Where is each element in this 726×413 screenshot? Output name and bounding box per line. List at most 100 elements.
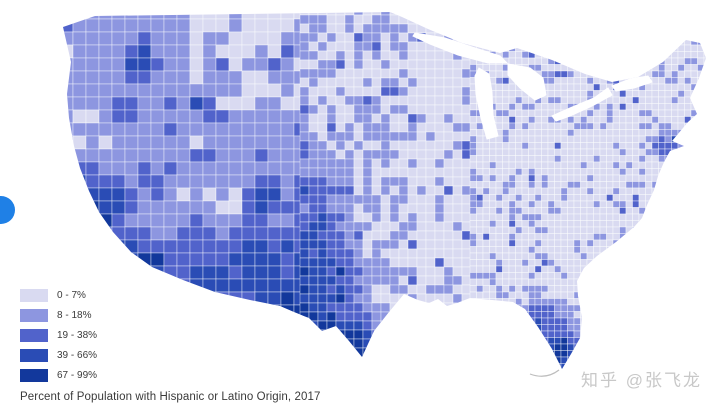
county-cell xyxy=(684,116,692,124)
county-cell xyxy=(684,252,692,260)
county-cell xyxy=(495,116,503,124)
floating-dot-handle[interactable] xyxy=(0,196,15,224)
county-cell xyxy=(573,57,581,65)
county-cell xyxy=(599,207,607,215)
county-cell xyxy=(452,131,463,142)
county-cell xyxy=(489,155,497,163)
county-cell xyxy=(651,161,659,169)
county-cell xyxy=(625,25,633,33)
county-cell xyxy=(353,248,364,259)
county-cell xyxy=(202,304,217,319)
county-cell xyxy=(299,212,310,223)
county-cell xyxy=(697,181,705,189)
county-cell xyxy=(664,350,672,358)
county-cell xyxy=(560,38,568,46)
county-cell xyxy=(567,12,575,13)
county-cell xyxy=(215,135,230,150)
county-cell xyxy=(124,12,139,20)
county-cell xyxy=(389,14,400,25)
county-cell xyxy=(638,103,646,111)
county-cell xyxy=(482,246,490,254)
county-cell xyxy=(353,329,364,340)
county-cell xyxy=(508,330,516,338)
county-cell xyxy=(573,31,581,39)
county-cell xyxy=(560,291,568,299)
county-cell xyxy=(326,122,337,133)
county-cell xyxy=(697,135,705,143)
county-cell xyxy=(528,18,536,26)
county-cell xyxy=(651,324,659,332)
county-cell xyxy=(711,104,718,111)
county-cell xyxy=(469,298,477,306)
county-cell xyxy=(690,324,698,332)
county-cell xyxy=(425,158,436,169)
county-cell xyxy=(371,356,382,367)
county-cell xyxy=(711,351,718,358)
county-cell xyxy=(280,174,295,189)
county-cell xyxy=(176,44,191,59)
county-cell xyxy=(690,31,698,39)
county-cell xyxy=(547,330,555,338)
county-cell xyxy=(317,41,328,52)
county-cell xyxy=(241,57,256,72)
county-cell xyxy=(353,284,364,295)
county-cell xyxy=(515,90,523,98)
county-cell xyxy=(508,109,516,117)
county-cell xyxy=(711,71,718,78)
county-cell xyxy=(606,129,614,137)
county-cell xyxy=(317,131,328,142)
county-cell xyxy=(476,246,484,254)
county-cell xyxy=(528,155,536,163)
county-cell xyxy=(541,311,549,319)
county-cell xyxy=(684,44,692,52)
county-cell xyxy=(606,330,614,338)
county-cell xyxy=(606,246,614,254)
county-cell xyxy=(554,44,562,52)
county-cell xyxy=(638,207,646,215)
county-cell xyxy=(344,32,355,43)
county-cell xyxy=(482,18,490,26)
county-cell xyxy=(416,221,427,232)
county-cell xyxy=(671,18,679,26)
county-cell xyxy=(664,272,672,280)
county-cell xyxy=(462,375,471,384)
county-cell xyxy=(371,86,382,97)
county-cell xyxy=(416,356,427,367)
county-cell xyxy=(469,116,477,124)
county-cell xyxy=(228,12,243,20)
county-cell xyxy=(554,233,562,241)
county-cell xyxy=(651,109,659,117)
county-cell xyxy=(495,77,503,85)
county-cell xyxy=(554,64,562,72)
county-cell xyxy=(586,207,594,215)
county-cell xyxy=(632,31,640,39)
county-cell xyxy=(684,142,692,150)
county-cell xyxy=(711,305,718,312)
county-cell xyxy=(469,142,477,150)
county-cell xyxy=(308,185,319,196)
county-cell xyxy=(461,149,472,160)
county-cell xyxy=(651,168,659,176)
county-cell xyxy=(308,239,319,250)
county-cell xyxy=(495,363,503,369)
county-cell xyxy=(645,142,653,150)
county-cell xyxy=(567,83,575,91)
county-cell xyxy=(317,356,328,367)
county-cell xyxy=(489,31,497,39)
county-cell xyxy=(362,293,373,304)
county-cell xyxy=(593,194,601,202)
county-cell xyxy=(326,77,337,88)
county-cell xyxy=(658,103,666,111)
county-cell xyxy=(534,324,542,332)
county-cell xyxy=(189,291,204,306)
county-cell xyxy=(580,83,588,91)
county-cell xyxy=(586,90,594,98)
county-cell xyxy=(541,252,549,260)
county-cell xyxy=(461,167,472,178)
county-cell xyxy=(619,161,627,169)
county-cell xyxy=(632,213,640,221)
county-cell xyxy=(241,343,256,358)
county-cell xyxy=(85,135,100,150)
county-cell xyxy=(63,252,74,267)
county-cell xyxy=(280,239,295,254)
